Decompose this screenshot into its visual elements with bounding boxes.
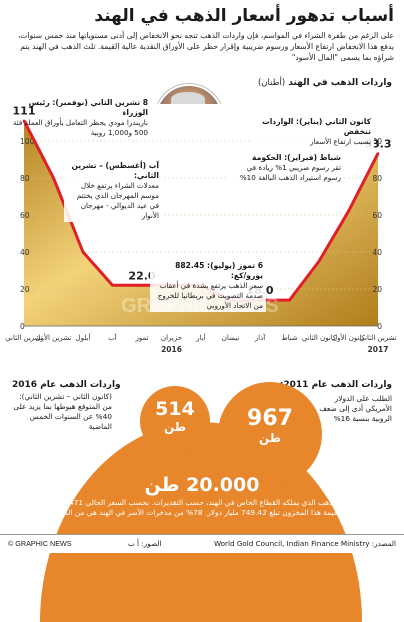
y-tick-label-right: 80 [372,174,382,183]
chart-title: واردات الذهب في الهند [288,78,392,88]
y-tick-label-right: 40 [372,248,382,257]
y-tick-label-right: 100 [368,137,383,146]
imports-2011-value: 967 [247,406,293,431]
annotation-nov8: 8 تشرين الثاني (نوفمبر): رئيس الوزراء نا… [6,98,148,138]
graphic-news-logo: © GRAPHIC NEWS [8,539,72,548]
page-title: أسباب تدهور أسعار الذهب في الهند [94,6,394,26]
footer: المصدر: World Gold Council, Indian Finan… [0,534,404,553]
y-tick-label-right: 0 [377,322,382,331]
value-label: 22.0 [128,269,155,282]
annotation-jul-head: 6 تموز (يوليو): 882.45 يورو/كغ: [175,261,263,280]
chart-area: 00202040406060808010010093.318.022.0111ت… [0,92,404,380]
data-point [111,284,114,287]
y-tick-label-right: 20 [372,285,382,294]
y-tick-label-left: 20 [20,285,30,294]
data-point [347,210,350,213]
data-point [288,298,291,302]
bottom-section: واردات الذهب عام 2016 (كانون الثاني – تش… [0,380,404,622]
data-point [22,119,26,122]
annotation-jan-head: كانون الثاني (يناير): الواردات تنخفض [262,117,371,136]
annotation-jul: 6 تموز (يوليو): 882.45 يورو/كغ: سعر الذه… [150,260,266,312]
annotation-feb-head: شباط (فبراير): الحكومة [252,153,341,162]
annotation-aug-body: معدلات الشراء يرتفع خلال موسم المهرجان ا… [76,181,159,220]
x-tick-label: آب [108,333,118,342]
chart-header: واردات الذهب في الهند (أطنان) [258,78,392,88]
annotation-feb: شباط (فبراير): الحكومة تقر رسوم ضريبي 1%… [226,152,344,184]
y-tick-label-left: 80 [20,174,30,183]
infographic: أسباب تدهور أسعار الذهب في الهند على الر… [0,6,404,622]
y-tick-label-left: 0 [20,322,25,331]
imports-2016-circle: 514 طن [140,386,210,456]
annotation-aug: آب (أغسطس) – تشرين الثاني: معدلات الشراء… [64,160,162,222]
x-tick-label: أيار [195,333,205,342]
chart-unit: (أطنان) [257,78,286,88]
data-point [376,152,380,155]
x-tick-label: تشرين الأول [36,333,72,342]
data-point [317,260,321,263]
value-label: 111 [13,105,36,118]
x-tick-label: كانون الثاني [302,334,337,342]
annotation-nov8-body: ناريندرا مودي يحظر التعامل بأوراق العملة… [12,118,148,137]
x-tick-label: كانون الأول [332,333,365,342]
subtitle: على الرغم من طفرة الشراء في المواسم، فإن… [17,31,394,62]
x-tick-label: أيلول [76,333,91,342]
x-tick-label: تشرين الثاني [5,334,43,342]
private-stock-value: 20.000 طن [144,474,260,496]
imports-2011-circle: 967 طن [218,382,322,486]
annotation-nov8-head: 8 تشرين الثاني (نوفمبر): رئيس الوزراء [28,98,148,117]
x-tick-label: آذار [254,333,266,342]
pictures-credit: الصور: أ ب [128,539,162,548]
annotation-jan: كانون الثاني (يناير): الواردات تنخفض بسب… [250,116,374,148]
imports-2011-unit: طن [258,431,282,445]
data-point [52,176,55,180]
annotation-aug-head: آب (أغسطس) – تشرين الثاني: [71,161,159,180]
x-tick-label: نيسان [222,334,240,342]
y-tick-label-right: 60 [372,211,382,220]
x-tick-label: شباط [281,334,298,342]
private-stock-text: مخزون الذهب الذي يملكه القطاع الخاص في ا… [42,498,362,517]
x-tick-label: تشرين الثاني [359,334,397,342]
source-credit: المصدر: World Gold Council, Indian Finan… [213,539,396,548]
annotation-feb-body: تقر رسوم ضريبي 1% زيادة في رسوم استيراد … [239,163,341,182]
data-point [140,284,144,287]
annotation-jan-body: بسبب ارتفاع الأسعار [309,137,371,146]
imports-2016-header: واردات الذهب عام 2016 [12,380,121,390]
x-tick-label: تموز [135,334,149,342]
year-label-2016: 2016 [161,345,182,354]
year-label-2017: 2017 [368,345,389,354]
imports-2016-value: 514 [155,398,195,420]
annotation-jul-body: سعر الذهب يرتفع بشدة في أعقاب صدمة التصو… [157,281,263,310]
y-tick-label-left: 40 [20,248,30,257]
data-point [81,250,85,254]
imports-2011-text: الطلب على الدولار الأمريكي أدى إلى ضعف ا… [319,394,392,423]
portrait-hair [171,92,205,106]
imports-2016-text: (كانون الثاني – تشرين الثاني): من المتوق… [13,392,112,431]
y-tick-label-left: 60 [20,211,30,220]
x-tick-label: حزيران [161,334,182,342]
imports-2016-unit: طن [163,420,187,434]
y-tick-label-left: 100 [20,137,35,146]
